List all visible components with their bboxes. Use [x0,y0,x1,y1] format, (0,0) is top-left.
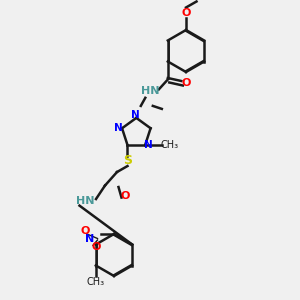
Text: O: O [181,8,191,19]
Text: HN: HN [141,86,159,96]
Text: S: S [123,154,132,167]
Text: O: O [91,242,101,252]
Text: O: O [121,191,130,201]
Text: CH₃: CH₃ [87,277,105,287]
Text: N: N [144,140,153,150]
Text: HN: HN [76,196,95,206]
Text: N: N [114,123,123,133]
Text: O: O [81,226,90,236]
Text: O: O [182,78,191,88]
Text: N: N [131,110,140,120]
Text: CH₃: CH₃ [160,140,178,150]
Text: N: N [85,234,94,244]
